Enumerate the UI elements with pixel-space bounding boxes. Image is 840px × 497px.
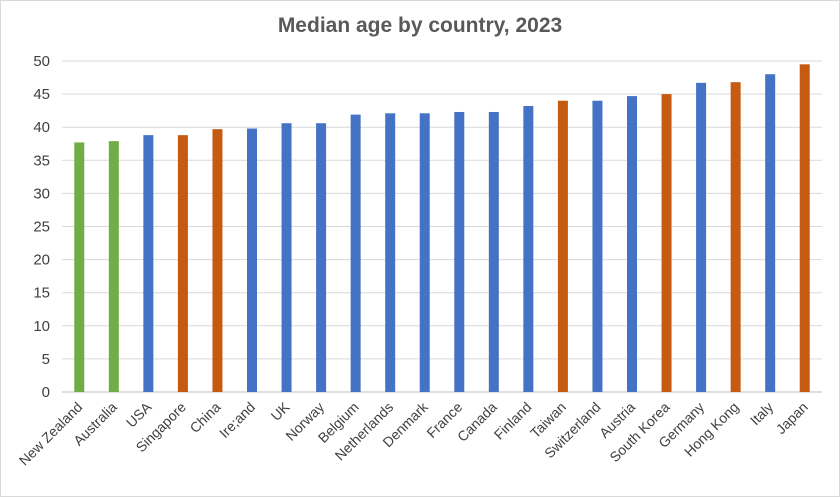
bar — [627, 96, 637, 392]
y-tick-label: 50 — [33, 53, 50, 70]
bar — [385, 113, 396, 392]
y-tick-label: 35 — [33, 152, 50, 169]
chart-title: Median age by country, 2023 — [277, 14, 563, 37]
y-tick-label: 25 — [33, 219, 50, 236]
bar — [247, 128, 257, 393]
bar — [281, 123, 292, 392]
y-tick-label: 40 — [33, 119, 50, 136]
bar — [350, 114, 361, 392]
x-tick-label: Japan — [773, 399, 811, 437]
bar — [316, 123, 327, 392]
bar — [212, 129, 223, 392]
bar — [454, 111, 465, 392]
bar — [143, 135, 154, 393]
y-tick-label: 0 — [42, 384, 50, 401]
bar — [765, 74, 776, 393]
bar — [696, 82, 707, 392]
bar — [488, 111, 499, 392]
bar — [730, 82, 741, 393]
y-axis-ticks: 0 5 10 15 20 25 30 35 40 45 50 — [33, 53, 50, 401]
y-tick-label: 10 — [33, 318, 50, 335]
bar — [74, 142, 85, 392]
y-tick-label: 5 — [42, 351, 50, 368]
bar — [799, 64, 810, 392]
bar — [108, 141, 119, 392]
y-tick-label: 20 — [33, 252, 50, 269]
bar — [523, 106, 534, 393]
y-tick-label: 45 — [33, 86, 50, 103]
y-tick-label: 30 — [33, 185, 50, 202]
x-tick-label: Finland — [491, 399, 535, 443]
x-tick-label: Ire;and — [216, 399, 258, 441]
x-tick-label: Italy — [747, 399, 776, 428]
gridlines — [62, 60, 822, 393]
bar — [557, 100, 568, 392]
bar — [177, 135, 188, 393]
x-tick-label: UK — [268, 398, 294, 424]
bar — [419, 113, 430, 392]
bars — [74, 64, 810, 393]
bar — [661, 94, 672, 392]
bar — [592, 100, 603, 392]
y-tick-label: 15 — [33, 285, 50, 302]
